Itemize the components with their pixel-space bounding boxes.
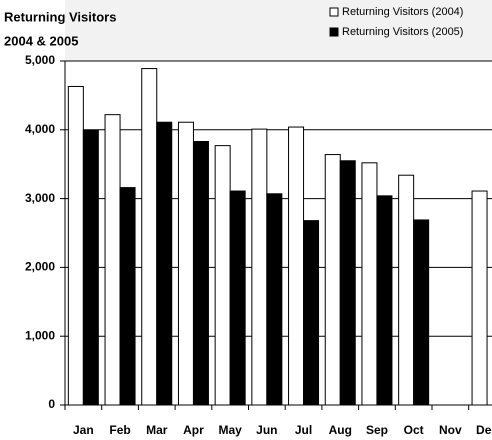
chart-subtitle: 2004 & 2005 (4, 33, 78, 48)
y-tick-label: 5,000 (25, 53, 55, 67)
x-tick-label: Oct (404, 423, 424, 437)
y-tick-label: 2,000 (25, 260, 55, 274)
bar (288, 126, 305, 406)
header-band (65, 0, 492, 61)
y-tick-label: 1,000 (25, 328, 55, 342)
x-tick-label: Mar (146, 423, 168, 437)
x-tick-label: Jun (256, 423, 277, 437)
y-tick-label: 3,000 (25, 191, 55, 205)
x-tick-label: Sep (366, 423, 388, 437)
x-tick-label: Feb (109, 423, 130, 437)
x-tick-label: Jul (295, 423, 312, 437)
x-tick-label: Jan (73, 423, 94, 437)
bar (104, 114, 121, 406)
bar (82, 129, 99, 406)
bar (361, 162, 378, 406)
bar (471, 190, 488, 406)
bar (413, 219, 430, 406)
legend-swatch (329, 27, 339, 37)
bar (251, 128, 268, 406)
bar (67, 85, 84, 406)
x-tick-label: Nov (439, 423, 462, 437)
x-tick-label: May (218, 423, 242, 437)
bar (324, 154, 341, 406)
x-tick-label: Apr (183, 423, 204, 437)
bar (303, 220, 320, 406)
chart-title: Returning Visitors (4, 9, 116, 24)
legend-label: Returning Visitors (2005) (342, 26, 463, 38)
bar (177, 121, 194, 406)
bar (214, 145, 231, 406)
x-tick-label: Aug (329, 423, 352, 437)
bar (376, 195, 393, 406)
bar (192, 140, 209, 406)
bar (229, 190, 246, 406)
legend-label: Returning Visitors (2004) (342, 6, 463, 18)
bar (266, 193, 283, 406)
bar (398, 174, 415, 406)
y-tick-label: 0 (48, 397, 55, 411)
bar (156, 121, 173, 406)
y-tick-label: 4,000 (25, 122, 55, 136)
bar (119, 187, 136, 406)
legend-swatch (329, 7, 339, 17)
x-tick-label: Dec (476, 423, 492, 437)
bar (141, 68, 158, 406)
bar (339, 160, 356, 406)
